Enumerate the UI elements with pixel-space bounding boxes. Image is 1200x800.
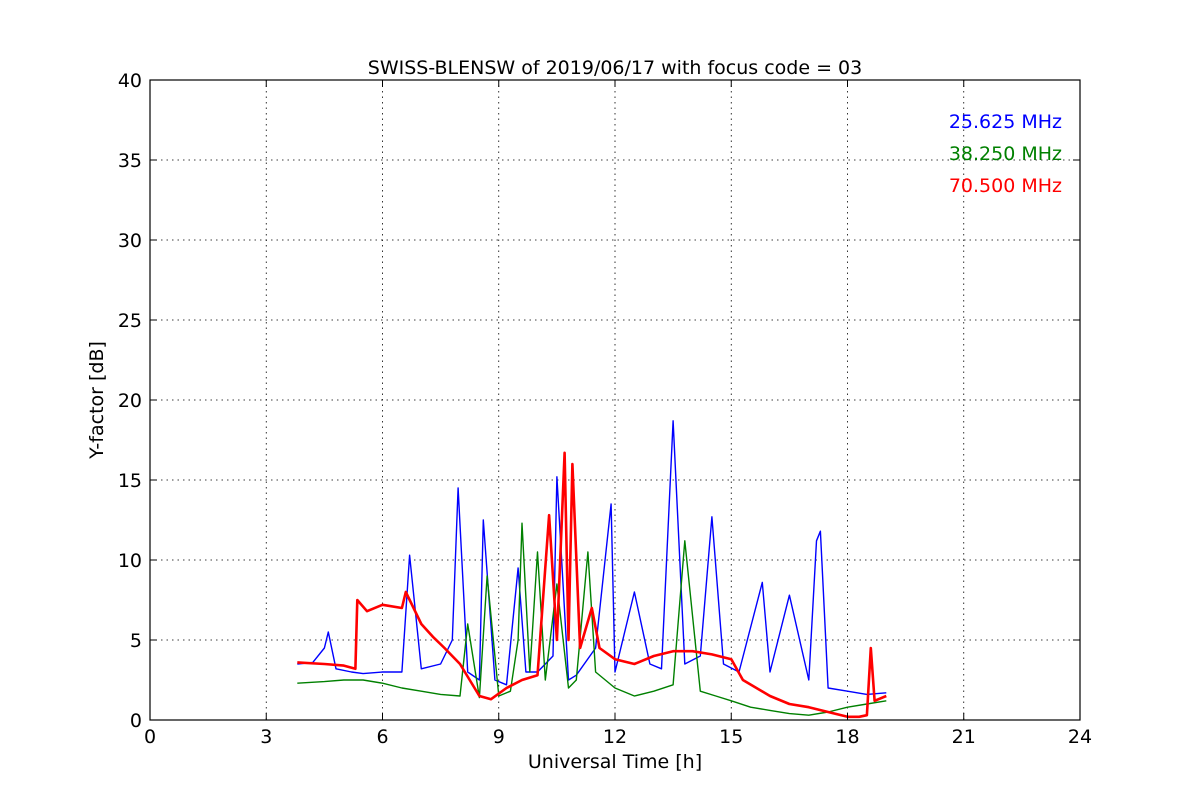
y-tick-label-1: 5 bbox=[130, 630, 142, 652]
y-tick-label-8: 40 bbox=[118, 70, 142, 92]
y-tick-label-6: 30 bbox=[118, 230, 142, 252]
x-tick-label-0: 0 bbox=[144, 726, 156, 748]
y-tick-label-0: 0 bbox=[130, 710, 142, 732]
x-tick-label-1: 3 bbox=[260, 726, 272, 748]
x-tick-label-5: 15 bbox=[719, 726, 743, 748]
x-tick-label-3: 9 bbox=[493, 726, 505, 748]
legend-entry-0: 25.625 MHz bbox=[949, 111, 1062, 133]
x-tick-label-6: 18 bbox=[835, 726, 859, 748]
chart-title: SWISS-BLENSW of 2019/06/17 with focus co… bbox=[368, 57, 862, 79]
legend: 25.625 MHz 38.250 MHz 70.500 MHz bbox=[949, 111, 1062, 197]
y-tick-label-2: 10 bbox=[118, 550, 142, 572]
series-layer bbox=[297, 420, 887, 719]
y-tick-label-3: 15 bbox=[118, 470, 142, 492]
grid bbox=[150, 80, 1080, 720]
x-tick-label-4: 12 bbox=[603, 726, 627, 748]
legend-entry-1: 38.250 MHz bbox=[949, 143, 1062, 165]
legend-entry-2: 70.500 MHz bbox=[949, 175, 1062, 197]
series-line-0 bbox=[297, 420, 887, 696]
series-line-1 bbox=[297, 522, 887, 716]
series-line-2 bbox=[297, 451, 887, 719]
x-tick-label-7: 21 bbox=[952, 726, 976, 748]
x-tick-label-2: 6 bbox=[376, 726, 388, 748]
y-tick-label-5: 25 bbox=[118, 310, 142, 332]
y-axis-label: Y-factor [dB] bbox=[86, 341, 108, 460]
y-axis-ticks: 0 5 10 15 20 25 30 35 40 bbox=[118, 70, 1080, 732]
x-axis-label: Universal Time [h] bbox=[528, 751, 702, 773]
y-tick-label-7: 35 bbox=[118, 150, 142, 172]
x-tick-label-8: 24 bbox=[1068, 726, 1092, 748]
y-tick-label-4: 20 bbox=[118, 390, 142, 412]
x-axis-ticks: 0 3 6 9 12 15 18 21 24 bbox=[144, 80, 1092, 748]
